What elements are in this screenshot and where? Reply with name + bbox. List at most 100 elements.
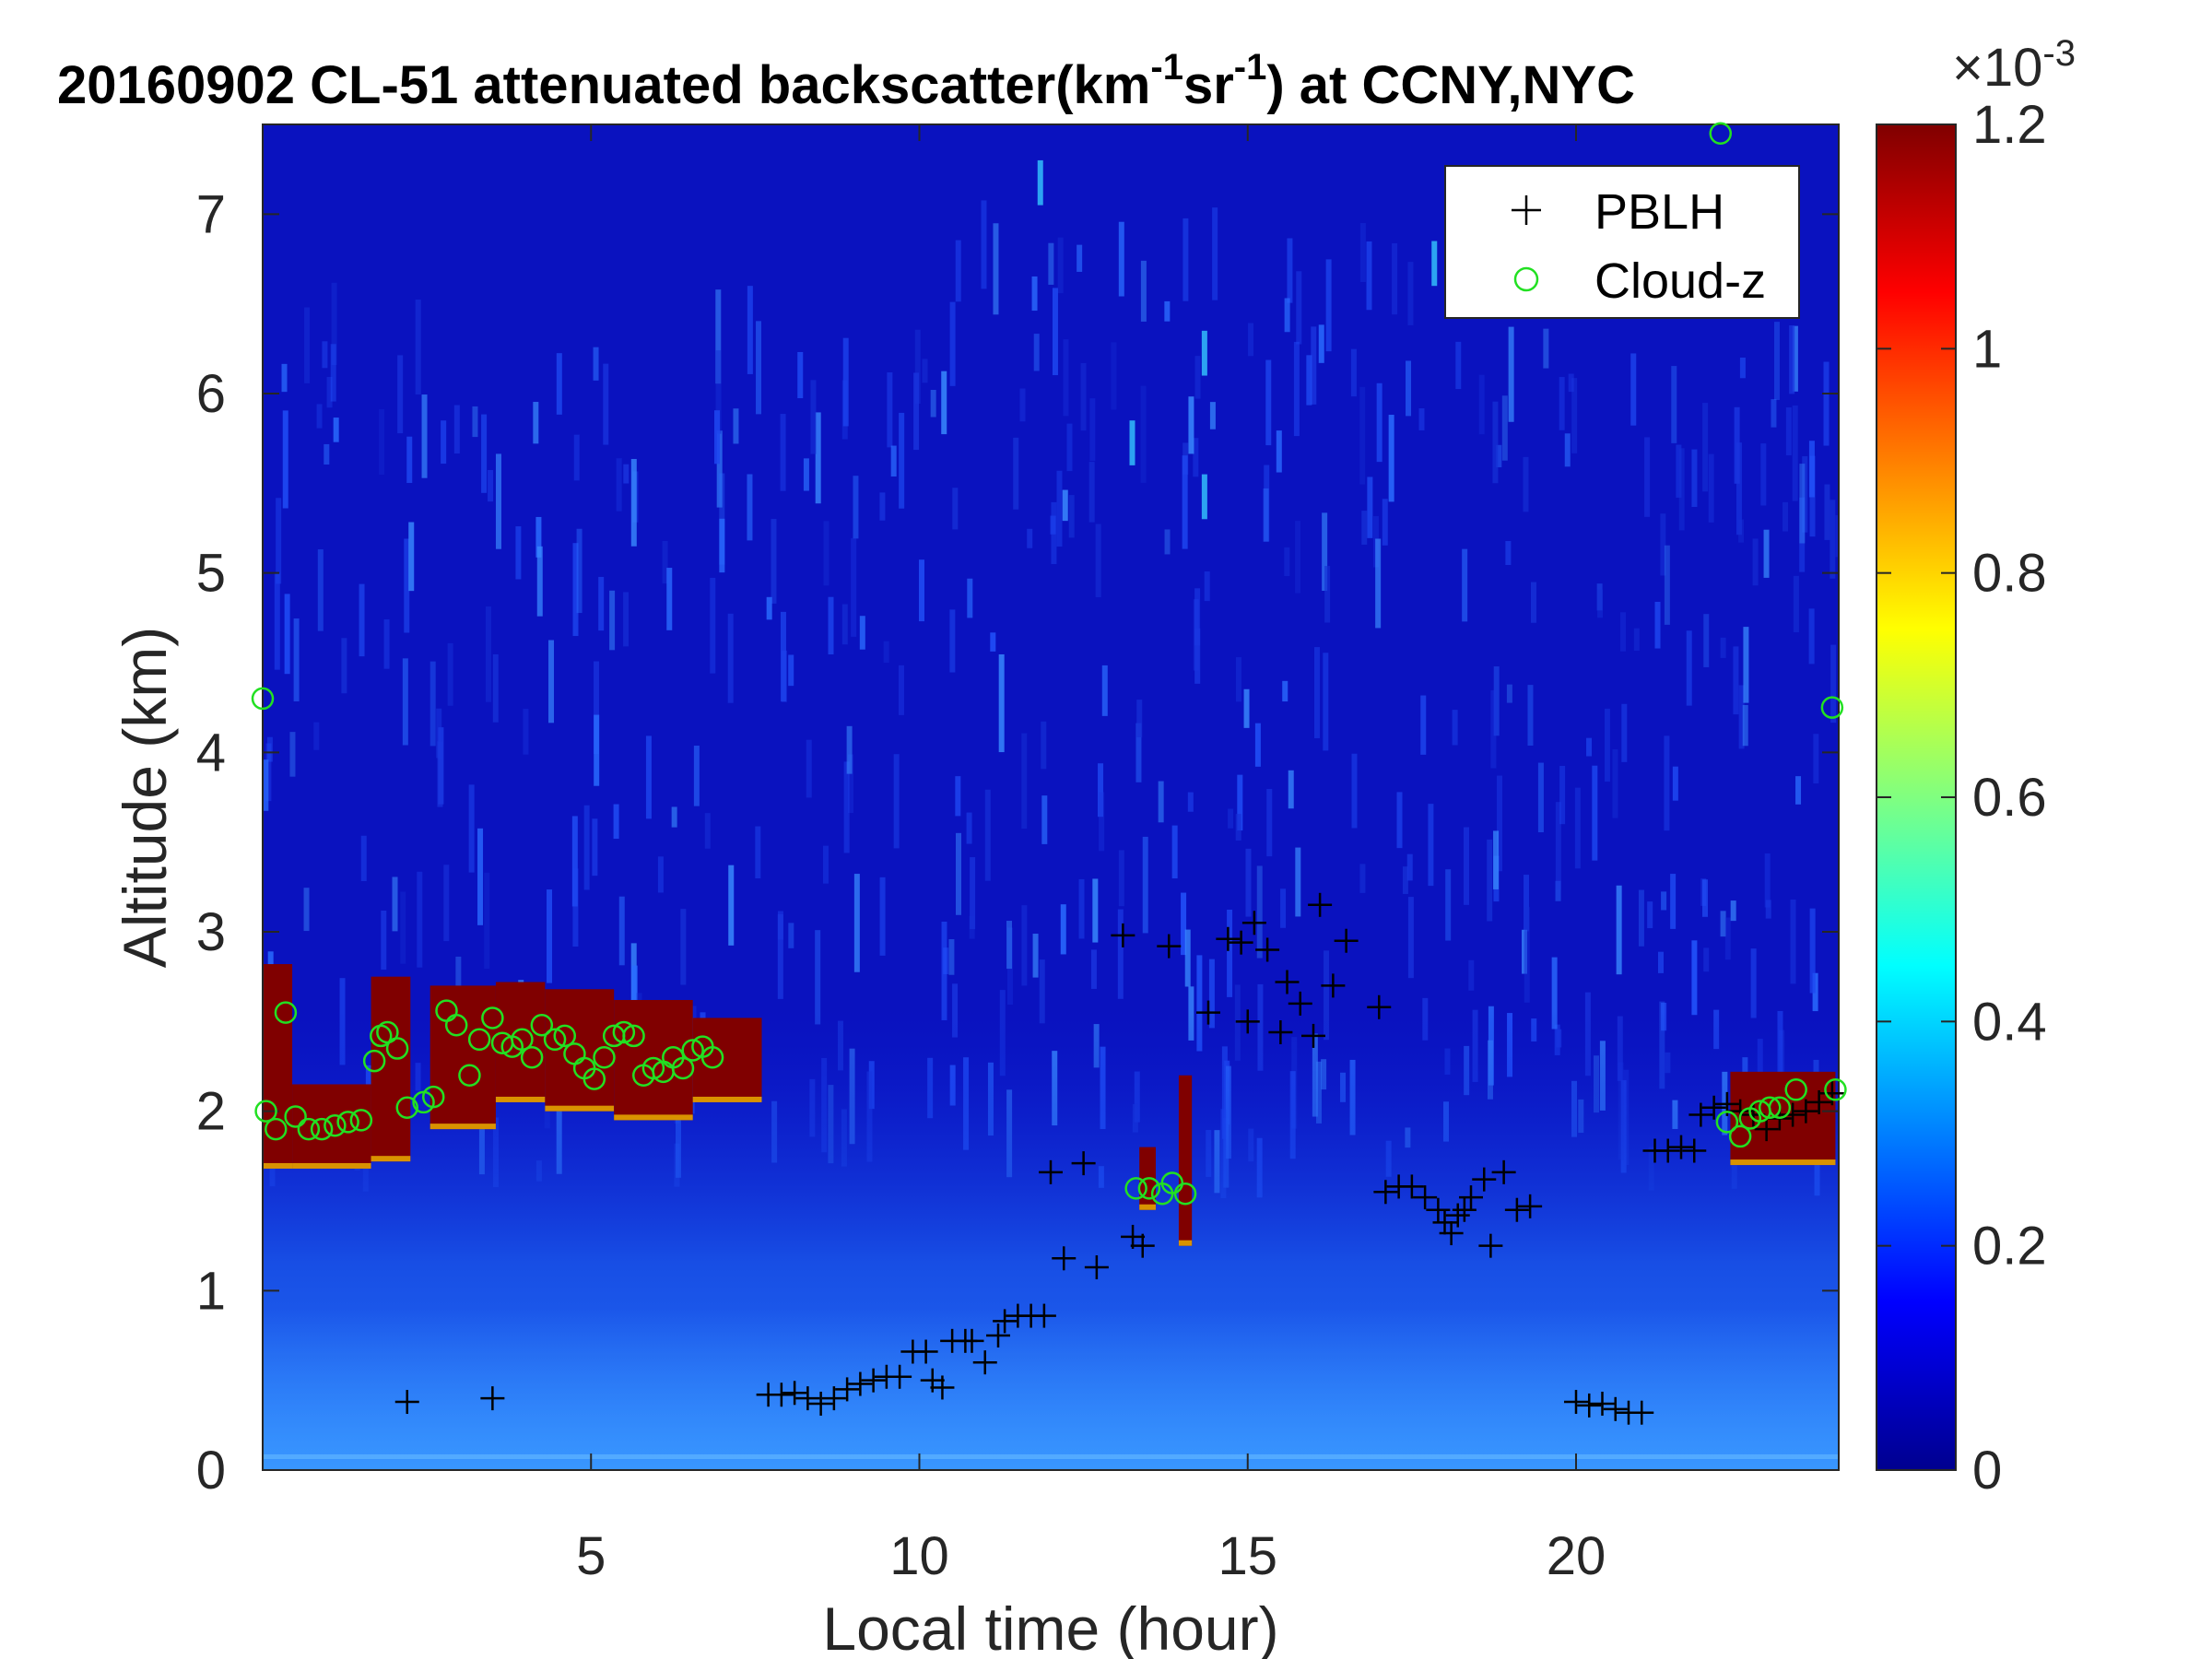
noise-streak [1382,499,1388,546]
noise-streak [913,372,920,451]
noise-streak [719,473,725,565]
noise-streak [1406,360,1412,417]
noise-streak [803,458,809,491]
noise-streak [1027,528,1033,548]
noise-streak [981,200,987,289]
noise-streak [1795,776,1802,805]
noise-streak [1664,545,1670,625]
noise-streak [1657,951,1664,973]
noise-streak [613,804,619,840]
noise-streak [1492,401,1499,484]
noise-streak [515,526,522,580]
pblh-marker [930,1375,955,1400]
noise-streak [747,286,753,374]
pblh-marker [861,1368,886,1393]
cloud-block [692,1018,762,1102]
noise-streak [1620,612,1627,652]
colorbar-tick-label: 0.4 [1972,992,2047,1052]
cloud-z-marker [349,1109,373,1132]
noise-streak [1237,774,1243,831]
noise-streak [1366,241,1372,311]
noise-streak [1048,242,1054,285]
pblh-marker [972,1350,997,1375]
noise-streak [383,619,390,669]
noise-streak [1506,684,1512,703]
noise-streak [1702,879,1709,917]
noise-streak [815,930,821,1025]
noise-streak [1493,830,1500,889]
near-ground-gradient [263,1309,1839,1470]
noise-streak [1527,685,1534,746]
noise-streak [1031,276,1038,312]
noise-streak [1033,334,1040,371]
noise-streak [887,372,893,448]
noise-streak [1136,700,1143,737]
noise-streak [1235,657,1241,702]
cloud-block-edge [545,1105,615,1112]
x-tick-label: 5 [576,1526,606,1586]
noise-streak [441,420,447,465]
noise-streak [488,469,494,502]
noise-streak [1324,950,1330,1041]
pblh-marker [795,1386,820,1411]
noise-streak [1773,322,1780,400]
pblh-marker [1268,1020,1293,1045]
noise-streak [1194,356,1201,399]
cloud-z-marker [385,1037,409,1060]
noise-streak [274,573,280,670]
noise-streak [1325,259,1332,352]
cloud-z-marker [265,1117,288,1141]
x-axis-label: Local time (hour) [822,1594,1278,1659]
noise-streak [671,806,677,828]
cloud-z-marker [1173,1182,1197,1206]
pblh-marker [986,1324,1010,1347]
pblh-marker [913,1339,938,1364]
pblh-marker [1275,970,1300,994]
colorbar-ticks: 0 0.2 0.4 0.6 0.8 1 1.2 [1877,95,2047,1500]
noise-streak [1078,878,1085,939]
cloud-z-marker [422,1085,445,1109]
noise-streak [330,344,336,402]
noise-streak [810,380,817,454]
pblh-marker [1603,1396,1628,1421]
noise-streak [1052,288,1058,376]
noise-streak [468,784,475,873]
bright-streak [1037,159,1043,206]
noise-streak [1050,515,1056,535]
noise-streak [609,590,616,651]
noise-streak [966,812,972,844]
noise-streak [293,618,300,701]
noise-streak [1654,601,1661,649]
cloud-z-marker [362,1049,386,1073]
noise-streak [1280,888,1287,928]
cloud-z-marker [1824,1078,1847,1101]
noise-streak [1462,548,1468,622]
legend-cloud-z-marker [1513,266,1539,292]
noise-streak [815,412,821,504]
noise-streak [317,549,324,631]
noise-streak [360,835,367,881]
cloud-z-marker [641,1056,665,1080]
pblh-marker [1229,930,1253,955]
pblh-marker [1491,1159,1516,1184]
pblh-marker [1255,937,1280,962]
noise-streak [1182,455,1188,549]
noise-streak [316,404,323,429]
noise-streak [993,223,999,315]
noise-streak [1021,905,1028,986]
pblh-marker [1235,1009,1260,1034]
noise-streak [341,638,347,694]
noise-streak [941,371,947,435]
pblh-marker [1669,1135,1693,1159]
cloud-block-edge [1730,1159,1836,1166]
noise-streak [797,351,804,399]
cloud-z-marker [297,1117,321,1141]
colorbar-tick-label: 0.8 [1972,544,2047,604]
bright-streak [1431,241,1438,287]
noise-streak [618,896,625,966]
noise-streak [853,476,859,539]
pblh-marker [1413,1185,1438,1210]
pblh-marker [769,1382,794,1407]
noise-streak [1164,300,1171,322]
cloud-z-marker [1137,1177,1161,1200]
